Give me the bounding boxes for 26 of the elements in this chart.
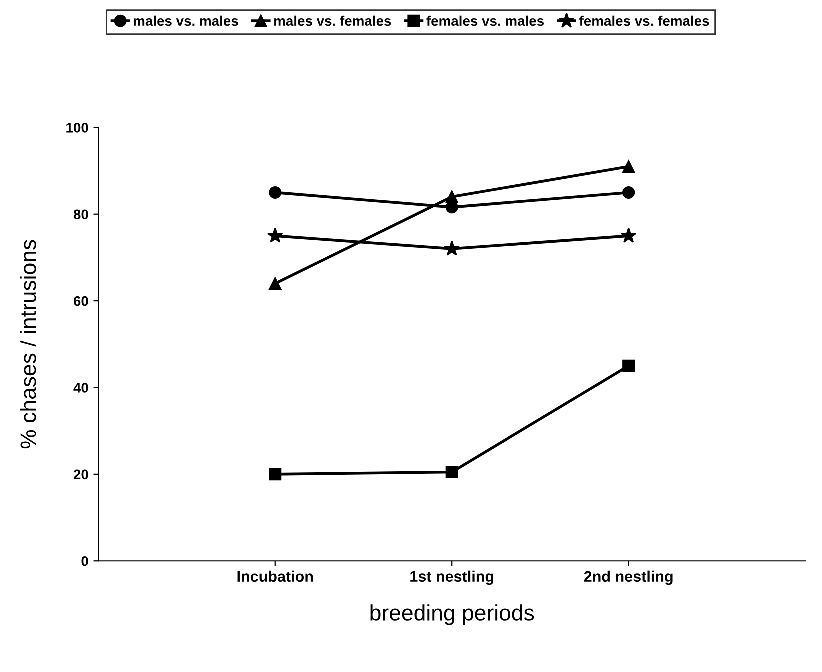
point [269,186,282,199]
point [622,160,636,173]
y-tick-label: 60 [74,296,88,306]
y-tick-label: 80 [74,210,88,220]
y-tick-label: 100 [66,123,88,133]
legend-label: males vs. females [274,16,392,26]
y-tick-label: 20 [74,470,88,480]
point [444,240,460,256]
x-tick-label: Incubation [238,570,314,582]
point [446,466,458,479]
legend-label: females vs. females [580,16,710,26]
y-axis-title: % chases / intrusions [20,240,36,449]
point [267,228,284,243]
x-axis-title: breeding periods [370,604,534,626]
point [269,277,282,290]
point [269,468,282,481]
legend-label: females vs. males [426,16,544,26]
point [446,190,458,204]
x-tick-label: 2nd nestling [584,570,673,586]
point [622,360,636,372]
y-tick-label: 40 [74,383,88,393]
x-tick-label: 1st nestling [410,570,494,586]
point [620,228,637,243]
y-tick-label: 0 [82,556,88,566]
point [622,186,636,199]
legend-label: males vs. males [134,16,238,26]
